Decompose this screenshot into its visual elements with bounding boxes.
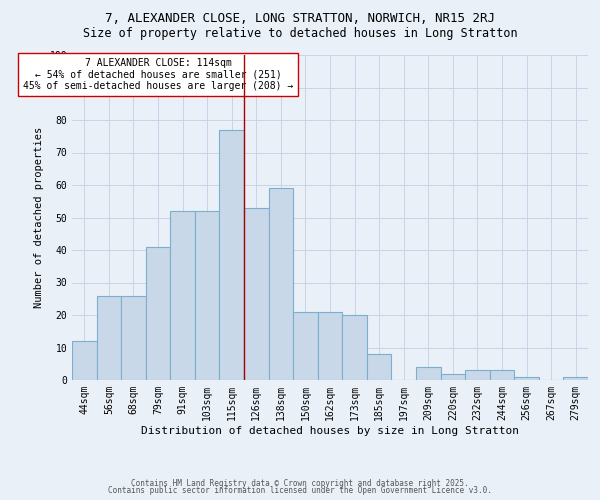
Bar: [195, 211, 220, 380]
Bar: [170, 211, 195, 380]
Bar: [514, 377, 539, 380]
Bar: [465, 370, 490, 380]
Bar: [367, 354, 391, 380]
Bar: [416, 367, 440, 380]
Text: Size of property relative to detached houses in Long Stratton: Size of property relative to detached ho…: [83, 28, 517, 40]
Bar: [72, 341, 97, 380]
Y-axis label: Number of detached properties: Number of detached properties: [34, 127, 44, 308]
Bar: [318, 312, 342, 380]
X-axis label: Distribution of detached houses by size in Long Stratton: Distribution of detached houses by size …: [141, 426, 519, 436]
Bar: [220, 130, 244, 380]
Bar: [121, 296, 146, 380]
Bar: [563, 377, 588, 380]
Bar: [244, 208, 269, 380]
Text: 7, ALEXANDER CLOSE, LONG STRATTON, NORWICH, NR15 2RJ: 7, ALEXANDER CLOSE, LONG STRATTON, NORWI…: [105, 12, 495, 26]
Bar: [97, 296, 121, 380]
Bar: [440, 374, 465, 380]
Bar: [146, 246, 170, 380]
Text: Contains public sector information licensed under the Open Government Licence v3: Contains public sector information licen…: [108, 486, 492, 495]
Bar: [269, 188, 293, 380]
Text: 7 ALEXANDER CLOSE: 114sqm
← 54% of detached houses are smaller (251)
45% of semi: 7 ALEXANDER CLOSE: 114sqm ← 54% of detac…: [23, 58, 293, 92]
Text: Contains HM Land Registry data © Crown copyright and database right 2025.: Contains HM Land Registry data © Crown c…: [131, 478, 469, 488]
Bar: [342, 315, 367, 380]
Bar: [490, 370, 514, 380]
Bar: [293, 312, 318, 380]
